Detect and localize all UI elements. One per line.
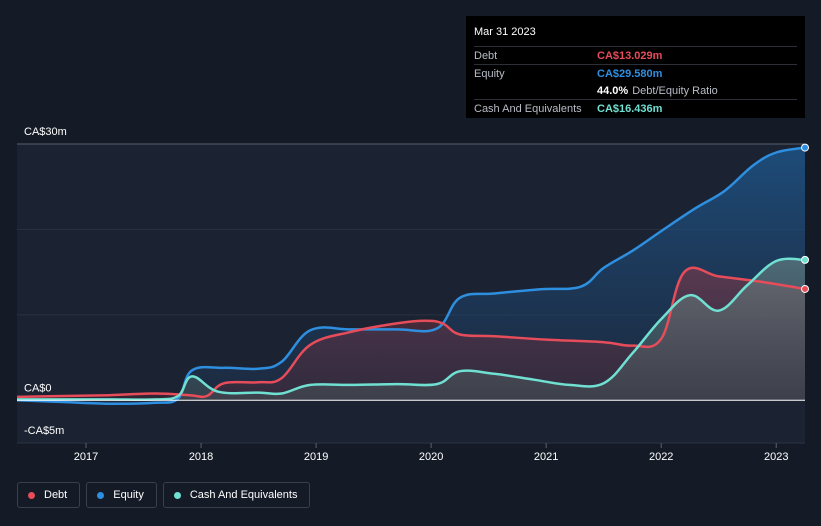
debt-area: [17, 267, 805, 401]
cash-end-marker: [801, 255, 809, 264]
legend-item-cash[interactable]: Cash And Equivalents: [162, 482, 311, 508]
legend: Debt Equity Cash And Equivalents: [17, 482, 311, 508]
tooltip-key: Cash And Equivalents: [474, 103, 582, 115]
x-tick-label: 2017: [74, 451, 98, 463]
tooltip-row-equity: Equity CA$29.580m: [474, 64, 797, 82]
x-tick-label: 2022: [649, 451, 673, 463]
legend-label: Cash And Equivalents: [189, 489, 298, 501]
x-tick-label: 2019: [304, 451, 328, 463]
legend-dot-icon: [173, 491, 181, 499]
debt-line: [16, 266, 806, 399]
tooltip-panel: Mar 31 2023 Debt CA$13.029m Equity CA$29…: [466, 16, 805, 118]
y-tick-label: -CA$5m: [24, 425, 64, 437]
tooltip-key: Equity: [474, 68, 505, 80]
y-tick-label: CA$0: [24, 382, 52, 394]
tooltip-key: Debt: [474, 50, 498, 62]
tooltip-row-ratio: 44.0% Debt/Equity Ratio: [474, 82, 797, 99]
cash-area: [17, 258, 805, 401]
series-areas: [17, 147, 805, 404]
tooltip-key: [474, 83, 597, 99]
tooltip-sub: Debt/Equity Ratio: [632, 85, 718, 97]
y-tick-label: CA$30m: [24, 126, 67, 138]
x-tick-label: 2020: [419, 451, 443, 463]
x-tick-label: 2023: [764, 451, 788, 463]
equity-area: [17, 147, 805, 404]
tooltip-value: CA$16.436m: [597, 103, 663, 115]
equity-end-marker: [801, 143, 809, 152]
legend-dot-icon: [97, 491, 105, 499]
end-markers: [801, 143, 809, 293]
cash-line: [17, 257, 806, 401]
debt-end-marker: [801, 284, 809, 293]
x-tick-label: 2021: [534, 451, 558, 463]
legend-item-equity[interactable]: Equity: [86, 482, 157, 508]
legend-item-debt[interactable]: Debt: [17, 482, 81, 508]
legend-dot-icon: [28, 491, 35, 499]
y-axis-labels: CA$30m CA$0 -CA$5m: [24, 126, 67, 437]
tooltip-row-cash: Cash And Equivalents CA$16.436m: [474, 99, 797, 117]
tooltip-value: CA$13.029m: [597, 50, 663, 62]
equity-line: [16, 146, 806, 406]
legend-label: Equity: [113, 489, 144, 501]
x-tick-label: 2018: [189, 451, 213, 463]
tooltip-row-debt: Debt CA$13.029m: [474, 46, 797, 64]
series-lines: [16, 146, 806, 406]
tooltip-value: 44.0%: [597, 85, 629, 97]
tooltip-value: CA$29.580m: [597, 68, 663, 80]
x-axis-labels: 2017 2018 2019 2020 2021 2022 2023: [74, 443, 788, 463]
legend-label: Debt: [44, 489, 68, 501]
tooltip-date: Mar 31 2023: [474, 26, 536, 38]
